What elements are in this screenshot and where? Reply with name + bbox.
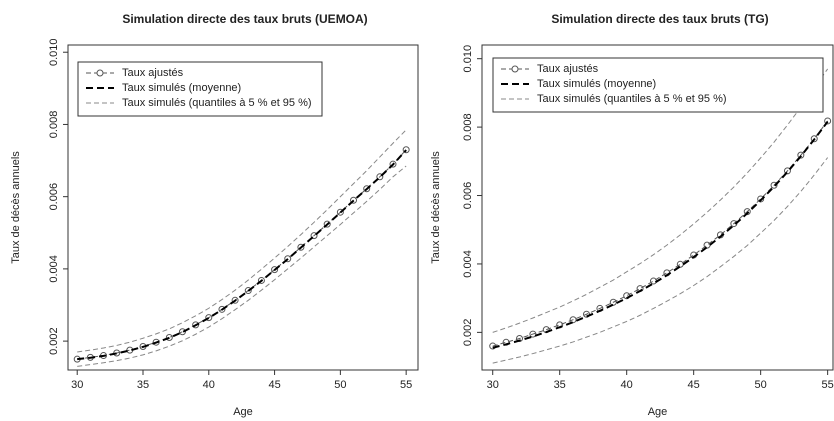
data-point: [231, 296, 239, 304]
legend-label: Taux simulés (quantiles à 5 % et 95 %): [537, 93, 727, 105]
y-axis-label: Taux de décès annuels: [430, 151, 442, 264]
y-tick-label: 0.006: [48, 183, 60, 211]
data-point: [205, 314, 213, 322]
y-tick-label: 0.004: [462, 250, 474, 278]
series-line: [77, 165, 407, 367]
legend-label: Taux simulés (moyenne): [537, 78, 656, 90]
x-axis-label: Age: [648, 406, 668, 418]
y-tick-label: 0.002: [48, 327, 60, 355]
y-tick-label: 0.010: [48, 38, 60, 66]
data-point: [569, 316, 577, 324]
x-tick-label: 40: [621, 379, 633, 391]
data-point: [350, 196, 358, 204]
data-point: [810, 135, 818, 143]
x-axis-label: Age: [233, 406, 253, 418]
data-point: [297, 243, 305, 251]
x-tick-label: 40: [203, 379, 215, 391]
legend-marker: [96, 69, 104, 77]
x-tick-label: 30: [487, 379, 499, 391]
x-tick-label: 50: [755, 379, 767, 391]
legend-label: Taux ajustés: [122, 67, 184, 79]
data-point: [310, 232, 318, 240]
data-point: [783, 167, 791, 175]
data-point: [336, 208, 344, 216]
plot-frame: [67, 44, 419, 371]
data-point: [757, 195, 765, 203]
x-tick-label: 45: [688, 379, 700, 391]
data-point: [797, 151, 805, 159]
legend-marker: [511, 65, 519, 73]
x-tick-label: 55: [822, 379, 834, 391]
data-point: [323, 220, 331, 228]
data-point: [770, 181, 778, 189]
series-line: [492, 157, 829, 364]
legend-label: Taux simulés (quantiles à 5 % et 95 %): [122, 97, 312, 109]
y-tick-label: 0.010: [462, 45, 474, 73]
series-line: [492, 120, 829, 347]
data-point: [676, 260, 684, 268]
x-tick-label: 30: [71, 379, 83, 391]
series-line: [492, 121, 829, 349]
data-point: [376, 173, 384, 181]
legend-box: [77, 61, 323, 117]
data-point: [244, 287, 252, 295]
legend-label: Taux ajustés: [537, 63, 599, 75]
legend-box: [492, 57, 824, 113]
y-tick-label: 0.008: [48, 111, 60, 139]
data-point: [192, 321, 200, 329]
data-point: [257, 276, 265, 284]
chart-title: Simulation directe des taux bruts (TG): [551, 12, 768, 26]
data-point: [178, 328, 186, 336]
series-line: [492, 68, 829, 333]
x-tick-label: 50: [334, 379, 346, 391]
data-point: [389, 160, 397, 168]
y-tick-label: 0.002: [462, 319, 474, 347]
data-point: [284, 255, 292, 263]
x-tick-label: 35: [137, 379, 149, 391]
y-axis-label: Taux de décès annuels: [10, 151, 22, 264]
data-point: [824, 117, 832, 125]
legend-label: Taux simulés (moyenne): [122, 82, 241, 94]
data-point: [703, 241, 711, 249]
y-tick-label: 0.006: [462, 182, 474, 210]
data-point: [271, 266, 279, 274]
data-point: [165, 334, 173, 341]
data-point: [529, 330, 537, 338]
series-line: [77, 149, 407, 360]
data-point: [218, 305, 226, 313]
x-tick-label: 45: [268, 379, 280, 391]
y-tick-label: 0.008: [462, 113, 474, 141]
series-line: [77, 149, 407, 361]
data-point: [402, 146, 410, 154]
x-tick-label: 35: [554, 379, 566, 391]
data-point: [363, 185, 371, 193]
x-tick-label: 55: [400, 379, 412, 391]
series-line: [77, 129, 407, 353]
data-point: [582, 310, 590, 318]
chart-title: Simulation directe des taux bruts (UEMOA…: [122, 12, 367, 26]
plot-frame: [481, 44, 834, 371]
y-tick-label: 0.004: [48, 255, 60, 283]
